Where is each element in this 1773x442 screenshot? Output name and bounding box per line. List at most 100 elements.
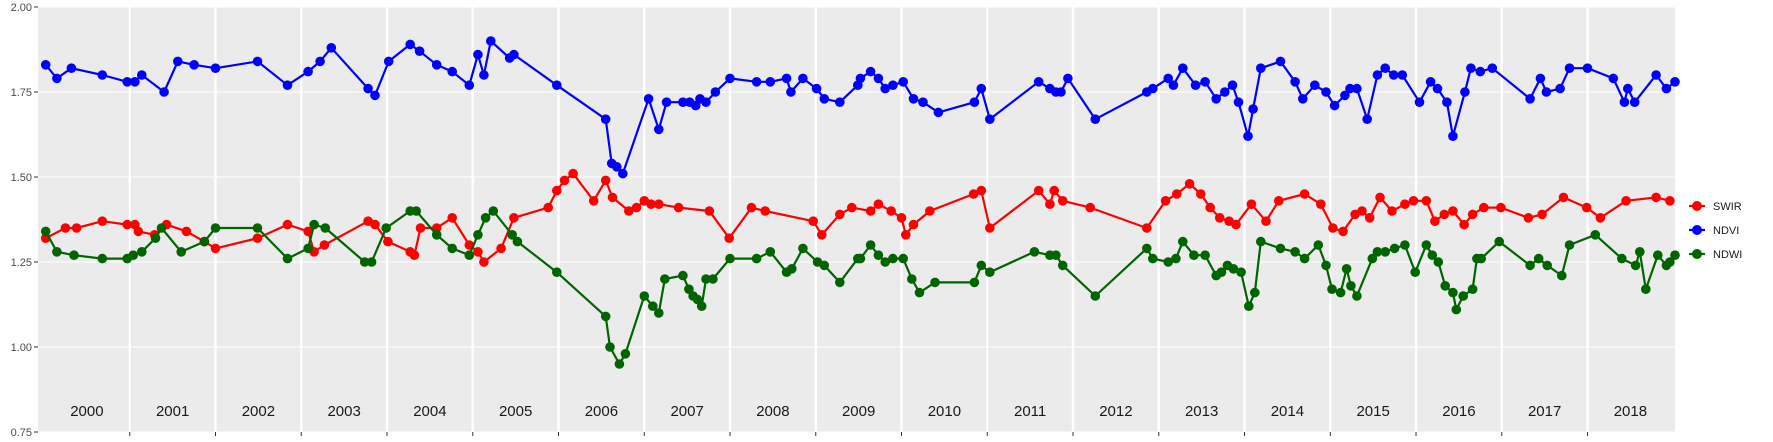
year-label: 2000 [70, 403, 103, 420]
data-point-swir [1231, 219, 1241, 230]
data-point-ndwi [654, 308, 664, 318]
data-point-swir [1142, 223, 1152, 233]
data-point-ndvi [1275, 56, 1286, 67]
data-point-ndwi [1256, 236, 1266, 247]
data-point-ndvi [786, 87, 796, 97]
data-point-swir [1421, 196, 1432, 206]
year-label: 2002 [242, 403, 275, 420]
data-point-ndwi [1533, 253, 1544, 264]
data-point-ndvi [1388, 70, 1399, 80]
year-label: 2004 [413, 403, 446, 420]
data-point-swir [1364, 213, 1375, 223]
data-point-ndvi [122, 77, 132, 87]
data-point-swir [1214, 213, 1225, 223]
data-point-ndwi [1653, 250, 1663, 260]
data-point-ndwi [708, 274, 718, 284]
data-point-ndvi [52, 73, 62, 84]
data-point-ndwi [1236, 267, 1246, 278]
data-point-ndvi [1148, 83, 1158, 94]
year-label: 2007 [670, 403, 703, 420]
data-point-ndwi [52, 247, 62, 257]
data-point-ndvi [1227, 80, 1238, 90]
data-point-ndwi [1389, 243, 1400, 254]
data-point-swir [1558, 192, 1569, 203]
data-point-ndwi [1635, 247, 1645, 257]
data-point-swir [1085, 202, 1095, 213]
data-point-ndwi [552, 267, 562, 278]
data-point-swir [1467, 209, 1478, 220]
data-point-ndwi [1617, 253, 1627, 264]
data-point-ndwi [614, 359, 625, 369]
data-point-ndwi [1451, 304, 1462, 315]
data-point-swir [1049, 185, 1059, 196]
data-point-swir [1328, 223, 1338, 233]
data-point-ndvi [1448, 131, 1458, 141]
data-point-swir [1375, 192, 1385, 203]
data-point-ndvi [1442, 97, 1452, 107]
data-point-ndvi [1321, 87, 1331, 97]
data-point-swir [746, 202, 757, 213]
year-label: 2012 [1099, 403, 1132, 420]
data-point-ndwi [1476, 253, 1486, 264]
data-point-ndwi [880, 257, 890, 267]
data-point-ndwi [696, 301, 707, 312]
data-point-ndvi [765, 77, 776, 87]
data-point-swir [1274, 196, 1284, 206]
y-tick-label: 1.00 [11, 342, 32, 354]
data-point-ndvi [303, 66, 313, 77]
data-point-ndwi [150, 233, 161, 243]
data-point-swir [1196, 189, 1206, 199]
data-point-swir [1400, 199, 1410, 209]
data-point-ndwi [1090, 291, 1101, 301]
data-point-ndvi [1056, 87, 1066, 97]
data-point-swir [319, 240, 330, 250]
data-point-swir [1439, 209, 1450, 220]
year-label: 2013 [1185, 403, 1218, 420]
data-point-ndwi [873, 250, 884, 260]
data-point-ndvi [464, 80, 475, 90]
data-point-ndvi [173, 56, 183, 67]
data-point-ndvi [710, 87, 721, 97]
data-point-swir [1448, 206, 1458, 216]
data-point-ndvi [1380, 63, 1390, 73]
data-point-swir [908, 219, 919, 230]
data-point-ndwi [985, 267, 995, 278]
data-point-swir [976, 185, 987, 196]
data-point-swir [568, 168, 578, 179]
data-point-ndwi [701, 274, 711, 284]
data-point-ndvi [1425, 77, 1436, 87]
data-point-ndvi [1460, 87, 1470, 97]
data-point-ndwi [678, 270, 688, 281]
y-tick-label: 0.75 [11, 427, 32, 439]
data-point-ndwi [620, 349, 631, 359]
data-point-swir [1184, 179, 1195, 189]
data-point-ndvi [898, 77, 908, 87]
data-point-ndvi [1211, 94, 1221, 104]
data-point-ndwi [605, 342, 615, 352]
data-point-ndvi [1298, 94, 1308, 104]
data-point-ndwi [1171, 253, 1181, 264]
data-point-ndwi [751, 253, 762, 264]
data-point-swir [624, 206, 634, 216]
data-point-ndwi [1313, 240, 1324, 250]
data-point-ndvi [865, 66, 876, 77]
data-point-ndvi [918, 97, 928, 107]
data-point-ndvi [315, 56, 325, 67]
data-point-ndvi [1651, 70, 1661, 80]
data-point-swir [496, 243, 506, 254]
data-point-ndvi [1190, 80, 1201, 90]
year-label: 2017 [1528, 403, 1561, 420]
data-point-ndwi [1200, 250, 1210, 260]
data-point-ndvi [781, 73, 792, 84]
data-point-ndvi [486, 36, 496, 46]
data-point-ndvi [1033, 77, 1044, 87]
data-point-swir [704, 206, 715, 216]
data-point-swir [543, 202, 553, 213]
data-point-ndvi [1555, 83, 1565, 94]
data-point-ndwi [1299, 253, 1310, 264]
data-point-swir [479, 257, 489, 267]
data-point-ndwi [411, 206, 422, 216]
plot-panel [38, 7, 1675, 432]
data-point-swir [559, 175, 570, 186]
data-point-ndvi [1670, 77, 1680, 87]
